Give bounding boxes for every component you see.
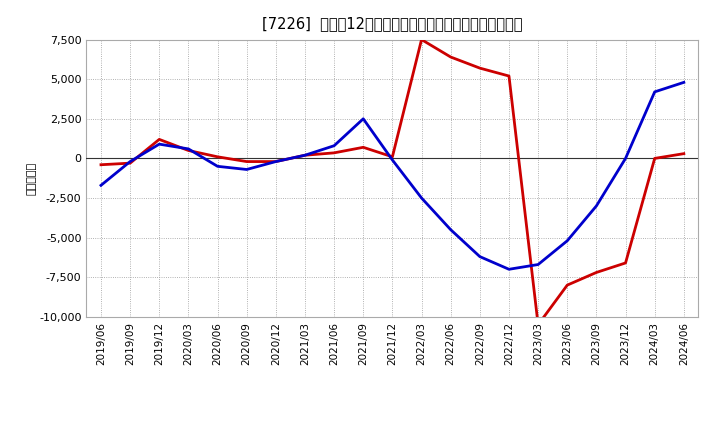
経常利益 <box>330 143 338 148</box>
当期純利益 <box>680 151 688 156</box>
当期純利益 <box>155 137 163 142</box>
経常利益 <box>184 146 193 151</box>
経常利益 <box>359 116 368 121</box>
経常利益 <box>534 262 542 267</box>
Y-axis label: （百万円）: （百万円） <box>26 161 36 195</box>
当期純利益 <box>301 153 310 158</box>
当期純利益 <box>184 148 193 153</box>
当期純利益 <box>126 161 135 166</box>
当期純利益 <box>475 66 484 71</box>
経常利益 <box>388 158 397 163</box>
経常利益 <box>243 167 251 172</box>
経常利益 <box>301 153 310 158</box>
当期純利益 <box>330 150 338 155</box>
当期純利益 <box>388 154 397 159</box>
当期純利益 <box>563 282 572 288</box>
当期純利益 <box>621 260 630 266</box>
経常利益 <box>680 80 688 85</box>
当期純利益 <box>271 159 280 164</box>
経常利益 <box>417 195 426 201</box>
経常利益 <box>592 203 600 209</box>
Line: 当期純利益: 当期純利益 <box>101 40 684 325</box>
Title: [7226]  利益だ12か月移動合計の対前年同期増減額の推移: [7226] 利益だ12か月移動合計の対前年同期増減額の推移 <box>262 16 523 32</box>
当期純利益 <box>592 270 600 275</box>
経常利益 <box>126 159 135 164</box>
経常利益 <box>650 89 659 95</box>
経常利益 <box>621 156 630 161</box>
当期純利益 <box>650 156 659 161</box>
経常利益 <box>475 254 484 259</box>
当期純利益 <box>505 73 513 79</box>
経常利益 <box>505 267 513 272</box>
経常利益 <box>271 159 280 164</box>
経常利益 <box>155 142 163 147</box>
経常利益 <box>213 164 222 169</box>
経常利益 <box>96 183 105 188</box>
当期純利益 <box>213 154 222 159</box>
経常利益 <box>563 238 572 243</box>
当期純利益 <box>417 37 426 42</box>
当期純利益 <box>243 159 251 164</box>
当期純利益 <box>534 322 542 327</box>
当期純利益 <box>446 55 455 60</box>
Line: 経常利益: 経常利益 <box>101 82 684 269</box>
経常利益 <box>446 227 455 232</box>
当期純利益 <box>96 162 105 167</box>
当期純利益 <box>359 145 368 150</box>
